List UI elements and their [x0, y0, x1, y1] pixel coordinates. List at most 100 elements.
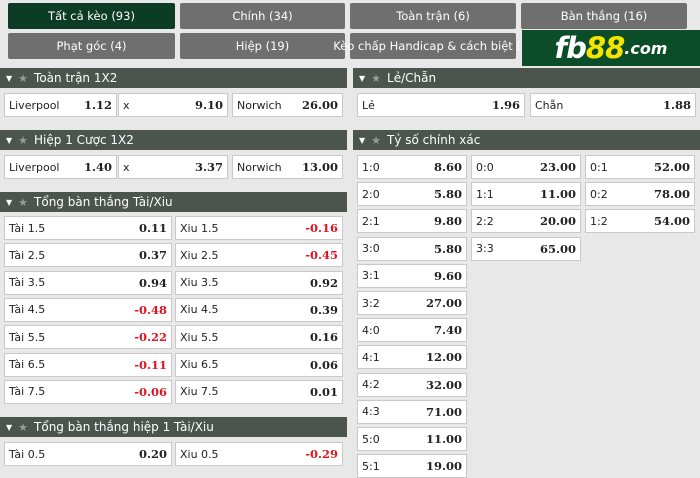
- odds-value: -0.11: [134, 357, 167, 372]
- odds-cell[interactable]: 4:3 71.00: [357, 399, 467, 424]
- odds-cell[interactable]: Liverpool 1.12: [4, 93, 117, 117]
- odds-cell[interactable]: 5:0 11.00: [357, 427, 467, 451]
- odds-label: 4:1: [362, 350, 380, 364]
- odds-value: 54.00: [653, 214, 690, 229]
- odds-cell[interactable]: 2:0 5.80: [357, 182, 467, 207]
- odds-value: -0.48: [134, 302, 167, 317]
- odds-cell[interactable]: Tài 1.5 0.11: [4, 216, 172, 240]
- tab-2[interactable]: Toàn trận (6): [350, 3, 516, 29]
- logo-text: 88: [585, 31, 625, 65]
- odds-label: 4:2: [362, 378, 380, 392]
- logo-text: fb: [554, 31, 587, 65]
- odds-label: Xiu 5.5: [180, 330, 219, 344]
- odds-cell[interactable]: 2:2 20.00: [471, 209, 581, 234]
- odds-cell[interactable]: Tài 7.5 -0.06: [4, 379, 172, 404]
- section-header-half1_1x2[interactable]: ▼ ★ Hiệp 1 Cược 1X2: [0, 130, 347, 150]
- odds-cell[interactable]: Chẵn 1.88: [530, 93, 696, 117]
- odds-cell[interactable]: Lẻ 1.96: [357, 93, 525, 117]
- collapse-caret-icon[interactable]: ▼: [359, 135, 366, 145]
- odds-value: 9.10: [194, 98, 223, 112]
- odds-value: 78.00: [653, 187, 690, 202]
- odds-cell[interactable]: Xiu 6.5 0.06: [175, 352, 343, 377]
- collapse-caret-icon[interactable]: ▼: [359, 73, 366, 83]
- favorite-star-icon[interactable]: ★: [18, 420, 29, 434]
- odds-cell[interactable]: Xiu 1.5 -0.16: [175, 216, 343, 240]
- tab-1[interactable]: Chính (34): [180, 3, 345, 29]
- odds-cell[interactable]: 2:1 9.80: [357, 209, 467, 234]
- odds-cell[interactable]: Tài 5.5 -0.22: [4, 325, 172, 350]
- odds-cell[interactable]: 3:2 27.00: [357, 291, 467, 315]
- odds-value: 0.37: [138, 248, 167, 263]
- odds-label: 2:0: [362, 187, 380, 201]
- odds-cell[interactable]: x 3.37: [118, 155, 228, 179]
- odds-value: 0.94: [138, 275, 167, 290]
- odds-label: 3:3: [476, 242, 494, 256]
- odds-label: 5:0: [362, 432, 380, 446]
- odds-value: 27.00: [425, 296, 462, 310]
- tab-0[interactable]: Tất cả kèo (93): [8, 3, 175, 29]
- favorite-star-icon[interactable]: ★: [18, 71, 29, 85]
- odds-cell[interactable]: Liverpool 1.40: [4, 155, 117, 179]
- section-header-total_ou[interactable]: ▼ ★ Tổng bàn thắng Tài/Xiu: [0, 192, 347, 212]
- odds-cell[interactable]: Tài 3.5 0.94: [4, 270, 172, 295]
- favorite-star-icon[interactable]: ★: [18, 195, 29, 209]
- odds-value: 8.60: [433, 160, 462, 174]
- odds-cell[interactable]: 1:1 11.00: [471, 182, 581, 207]
- collapse-caret-icon[interactable]: ▼: [6, 135, 13, 145]
- tab-3[interactable]: Bàn thắng (16): [521, 3, 687, 29]
- odds-cell[interactable]: Xiu 5.5 0.16: [175, 325, 343, 350]
- odds-cell[interactable]: Tài 6.5 -0.11: [4, 352, 172, 377]
- odds-cell[interactable]: Xiu 2.5 -0.45: [175, 243, 343, 268]
- odds-cell[interactable]: 1:2 54.00: [585, 209, 695, 234]
- odds-cell[interactable]: 0:2 78.00: [585, 182, 695, 207]
- odds-cell[interactable]: Xiu 0.5 -0.29: [175, 442, 343, 466]
- logo-text: .com: [624, 38, 668, 58]
- odds-value: 0.01: [309, 384, 338, 399]
- odds-cell[interactable]: x 9.10: [118, 93, 228, 117]
- collapse-caret-icon[interactable]: ▼: [6, 422, 13, 432]
- odds-cell[interactable]: 0:1 52.00: [585, 155, 695, 179]
- odds-value: 0.39: [309, 302, 338, 317]
- section-header-odd_even[interactable]: ▼ ★ Lẻ/Chẵn: [353, 68, 700, 88]
- odds-value: 52.00: [653, 160, 690, 174]
- odds-cell[interactable]: 4:0 7.40: [357, 318, 467, 343]
- odds-cell[interactable]: Tài 2.5 0.37: [4, 243, 172, 268]
- odds-label: 4:3: [362, 405, 380, 419]
- odds-label: Xiu 4.5: [180, 303, 219, 317]
- tab-5[interactable]: Hiệp (19): [180, 33, 345, 59]
- odds-cell[interactable]: Tài 4.5 -0.48: [4, 297, 172, 322]
- odds-cell[interactable]: Xiu 4.5 0.39: [175, 297, 343, 322]
- tab-4[interactable]: Phạt góc (4): [8, 33, 175, 59]
- section-header-half1_ou[interactable]: ▼ ★ Tổng bàn thắng hiệp 1 Tài/Xiu: [0, 417, 347, 437]
- odds-value: 1.12: [83, 98, 112, 112]
- odds-cell[interactable]: 3:0 5.80: [357, 236, 467, 261]
- odds-cell[interactable]: 3:1 9.60: [357, 263, 467, 288]
- odds-value: 65.00: [539, 241, 576, 256]
- favorite-star-icon[interactable]: ★: [371, 71, 382, 85]
- odds-cell[interactable]: Xiu 3.5 0.92: [175, 270, 343, 295]
- odds-cell[interactable]: Xiu 7.5 0.01: [175, 379, 343, 404]
- odds-label: Liverpool: [9, 160, 60, 174]
- odds-label: Tài 3.5: [9, 276, 46, 290]
- section-title: Tổng bàn thắng Tài/Xiu: [34, 195, 173, 209]
- collapse-caret-icon[interactable]: ▼: [6, 73, 13, 83]
- odds-cell[interactable]: 4:1 12.00: [357, 345, 467, 370]
- favorite-star-icon[interactable]: ★: [18, 133, 29, 147]
- tab-6[interactable]: Kèo chấp Handicap & cách biệt (5): [333, 33, 533, 59]
- odds-value: 3.37: [194, 160, 223, 174]
- odds-cell[interactable]: 3:3 65.00: [471, 236, 581, 261]
- odds-cell[interactable]: 5:1 19.00: [357, 454, 467, 478]
- odds-label: Xiu 1.5: [180, 221, 219, 235]
- odds-cell[interactable]: 0:0 23.00: [471, 155, 581, 179]
- collapse-caret-icon[interactable]: ▼: [6, 197, 13, 207]
- odds-cell[interactable]: Norwich 13.00: [232, 155, 343, 179]
- odds-cell[interactable]: 1:0 8.60: [357, 155, 467, 179]
- section-header-full_1x2[interactable]: ▼ ★ Toàn trận 1X2: [0, 68, 347, 88]
- favorite-star-icon[interactable]: ★: [371, 133, 382, 147]
- odds-cell[interactable]: Norwich 26.00: [232, 93, 343, 117]
- odds-cell[interactable]: 4:2 32.00: [357, 372, 467, 397]
- section-header-correct_score[interactable]: ▼ ★ Tỷ số chính xác: [353, 130, 700, 150]
- odds-label: 2:1: [362, 214, 380, 228]
- odds-value: -0.45: [305, 248, 338, 263]
- odds-cell[interactable]: Tài 0.5 0.20: [4, 442, 172, 466]
